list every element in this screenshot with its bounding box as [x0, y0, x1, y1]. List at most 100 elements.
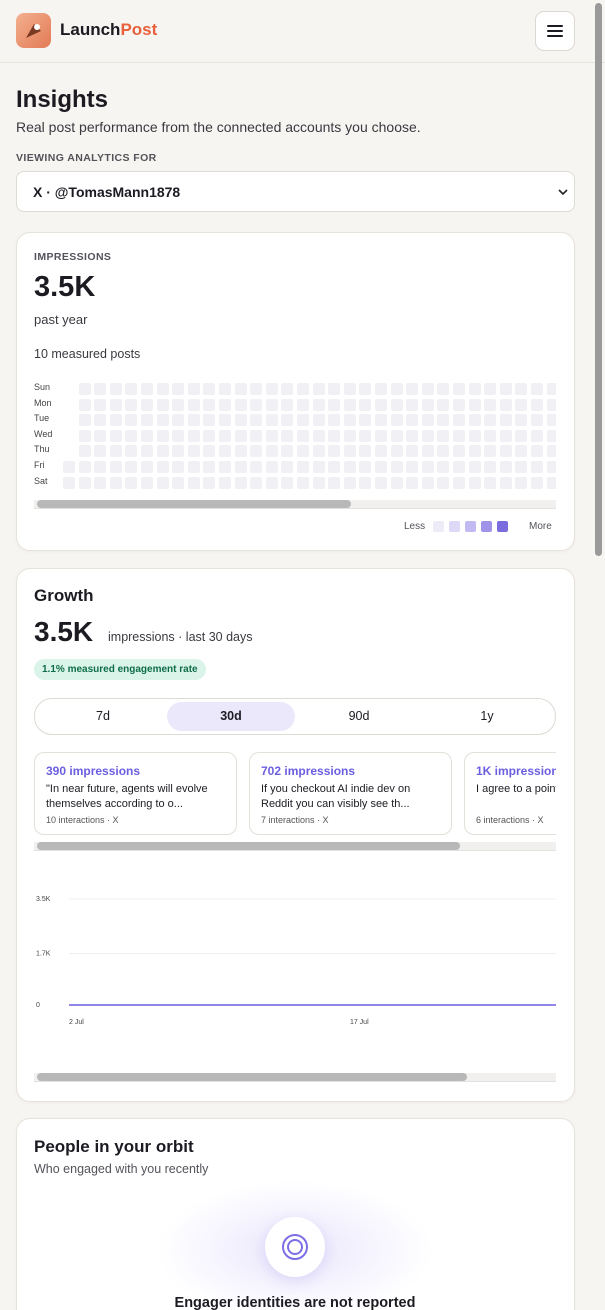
heat-cell	[328, 461, 341, 473]
orbit-card	[16, 1118, 575, 1310]
heat-cell	[375, 398, 387, 411]
heat-cell	[437, 461, 450, 473]
heat-cell	[250, 445, 263, 458]
heat-cell	[546, 398, 556, 411]
heat-cell	[281, 476, 294, 489]
heat-cell	[453, 476, 465, 489]
growth-value: 3.5K	[34, 616, 94, 647]
heat-cell	[499, 476, 512, 489]
y-tick-label: 0	[36, 1002, 40, 1009]
heat-cell	[78, 429, 91, 442]
viewing-label: VIEWING ANALYTICS FOR	[16, 152, 157, 164]
heat-cell	[343, 461, 356, 473]
heat-cell	[125, 398, 138, 411]
heat-cell	[546, 461, 556, 473]
heat-cell	[437, 414, 450, 427]
heat-cell	[125, 461, 138, 473]
heat-cell	[78, 383, 91, 395]
heat-cell	[234, 476, 247, 489]
range-option[interactable]: 30d	[167, 702, 295, 731]
heat-cell	[499, 383, 512, 395]
heat-cell	[219, 429, 231, 442]
heat-cell	[78, 476, 91, 489]
heat-cell	[328, 383, 341, 395]
post-metric: 702 impressions	[261, 764, 356, 778]
post-text: If you checkout AI indie dev on Reddit y…	[261, 783, 411, 810]
heat-cell	[375, 445, 387, 458]
page-scroll-thumb[interactable]	[595, 3, 602, 556]
heat-cell	[109, 445, 122, 458]
post-card[interactable]: 1K impressions I agree to a point is quit…	[464, 752, 556, 835]
heat-cell	[234, 383, 247, 395]
menu-icon	[547, 25, 563, 37]
heat-cell	[141, 414, 153, 427]
range-option[interactable]: 90d	[348, 709, 370, 723]
post-card[interactable]: 702 impressions If you checkout AI indie …	[249, 752, 452, 835]
post-card[interactable]: 390 impressions "In near future, agents w…	[34, 752, 237, 835]
heat-cell	[312, 398, 325, 411]
heat-cell	[499, 429, 512, 442]
heat-cell	[187, 429, 200, 442]
heat-cell	[265, 445, 278, 458]
heat-cell	[203, 414, 216, 427]
growth-card	[16, 568, 575, 1102]
heat-cell	[281, 445, 294, 458]
heat-cell	[234, 398, 247, 411]
heat-cell	[421, 383, 434, 395]
range-control: 7d 30d 90d 1y	[34, 698, 556, 735]
heat-cell	[141, 476, 153, 489]
heat-cell	[421, 414, 434, 427]
day-label: Tue	[34, 413, 50, 424]
scroll-thumb[interactable]	[37, 842, 460, 850]
account-select[interactable]: X · @TomasMann1878	[16, 171, 575, 212]
heat-cell	[94, 383, 107, 395]
impressions-label: IMPRESSIONS	[34, 251, 112, 263]
heat-cell	[484, 414, 497, 427]
heat-cell	[546, 429, 556, 442]
impressions-value: 3.5K	[34, 271, 96, 303]
post-meta: 7 interactions · X	[261, 815, 329, 825]
post-meta: 10 interactions · X	[46, 815, 119, 825]
heat-cell	[531, 398, 543, 411]
engagement-badge: 1.1% measured engagement rate	[34, 659, 206, 680]
heat-cell	[328, 476, 341, 489]
legend-swatch	[497, 521, 508, 532]
scroll-thumb[interactable]	[37, 1073, 467, 1081]
scrollbar[interactable]	[34, 842, 556, 851]
growth-caption: impressions · last 30 days	[108, 630, 253, 644]
heat-cell	[359, 445, 372, 458]
orbit-empty-title: Engager identities are not reported	[174, 1295, 416, 1310]
heat-cell	[468, 476, 481, 489]
heat-cell	[375, 383, 387, 395]
scroll-thumb[interactable]	[37, 500, 351, 508]
range-option[interactable]: 7d	[96, 709, 110, 723]
brand[interactable]: LaunchPost	[60, 20, 157, 40]
heat-cell	[406, 461, 419, 473]
legend-swatch	[449, 521, 460, 532]
menu-button[interactable]	[535, 11, 575, 51]
heat-cell	[343, 414, 356, 427]
heat-cell	[531, 383, 543, 395]
heat-cell	[281, 414, 294, 427]
legend-swatch	[433, 521, 444, 532]
heat-cell	[406, 383, 419, 395]
heat-cell	[297, 461, 309, 473]
heat-cell	[312, 414, 325, 427]
heat-cell	[484, 383, 497, 395]
heat-cell	[156, 461, 169, 473]
heat-cell	[390, 429, 403, 442]
heat-cell	[406, 476, 419, 489]
page-scrollbar[interactable]	[594, 0, 604, 560]
heat-cell	[468, 445, 481, 458]
scrollbar[interactable]	[34, 500, 556, 509]
day-label: Sun	[34, 382, 51, 392]
logo[interactable]	[16, 13, 51, 48]
heat-cell	[297, 429, 309, 442]
range-option[interactable]: 1y	[480, 709, 494, 723]
scrollbar[interactable]	[34, 1073, 556, 1082]
chevron	[558, 189, 568, 196]
post-metric: 1K impressions	[476, 764, 556, 778]
heat-cell	[172, 383, 185, 395]
heat-cell	[453, 414, 465, 427]
